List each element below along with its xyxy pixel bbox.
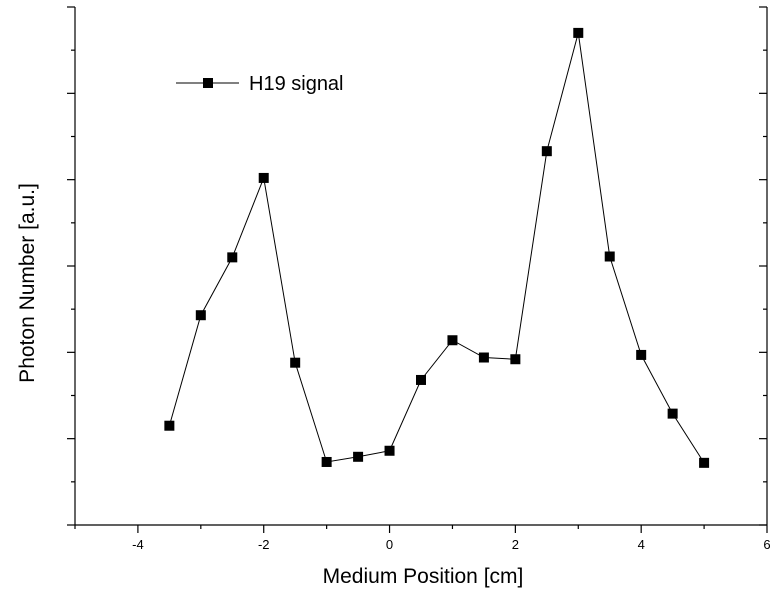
x-tick-label: 6	[763, 537, 770, 552]
legend-marker	[203, 78, 213, 88]
x-axis-title: Medium Position [cm]	[323, 565, 524, 588]
data-point	[636, 349, 647, 360]
legend: H19 signal	[176, 73, 344, 95]
plot-frame	[74, 7, 768, 526]
x-tick-label: 4	[638, 537, 645, 552]
data-point	[478, 352, 489, 363]
data-point	[353, 451, 364, 462]
series-layer	[164, 27, 710, 468]
data-point	[258, 172, 269, 183]
data-point	[699, 457, 710, 468]
x-tick-label: -4	[132, 537, 144, 552]
data-point	[447, 335, 458, 346]
data-point	[227, 252, 238, 263]
data-point	[604, 251, 615, 262]
data-point	[290, 357, 301, 368]
x-tick-label: -2	[258, 537, 270, 552]
data-point	[416, 374, 426, 385]
series-line	[168, 32, 705, 464]
data-point	[384, 445, 395, 456]
data-point	[164, 420, 175, 431]
x-tick-label: 2	[512, 537, 519, 552]
data-point	[510, 354, 521, 365]
data-point	[667, 408, 678, 419]
x-axis-tick-labels: -4 -2 0 2 4 6	[132, 537, 770, 552]
legend-label: H19 signal	[249, 73, 344, 95]
data-point	[195, 310, 206, 321]
data-point	[321, 456, 332, 467]
y-axis-ticks	[67, 6, 767, 526]
data-point	[541, 146, 552, 157]
data-point	[573, 27, 584, 38]
x-tick-label: 0	[386, 537, 393, 552]
y-axis-title: Photon Number [a.u.]	[16, 183, 39, 383]
x-axis-ticks	[74, 525, 768, 533]
